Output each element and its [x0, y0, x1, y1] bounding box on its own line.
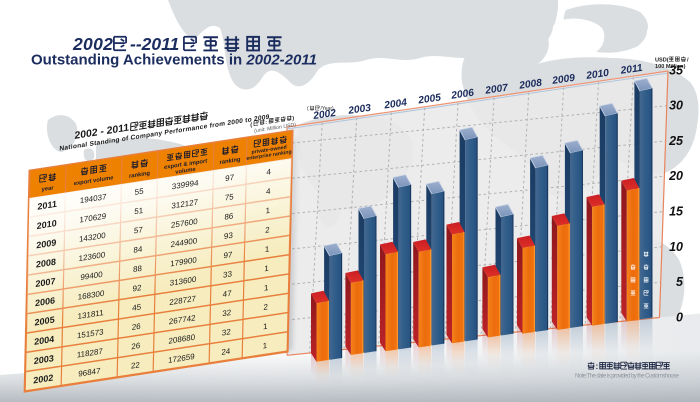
svg-text:86: 86 — [224, 211, 234, 221]
svg-text:2005: 2005 — [417, 92, 442, 106]
svg-text:33: 33 — [223, 269, 233, 279]
svg-text:(: ( — [250, 122, 252, 128]
svg-text:24: 24 — [221, 347, 231, 357]
svg-text:35: 35 — [669, 63, 684, 77]
svg-text:2005: 2005 — [35, 315, 55, 328]
svg-text:2010: 2010 — [585, 68, 610, 82]
svg-text:5: 5 — [676, 275, 684, 289]
svg-text:1: 1 — [263, 322, 268, 332]
svg-text::: : — [596, 362, 599, 371]
svg-text:1: 1 — [264, 283, 269, 293]
svg-text:244900: 244900 — [170, 236, 197, 249]
svg-text:): ) — [292, 116, 294, 122]
svg-text:/Year): /Year) — [321, 106, 334, 112]
svg-text:2004: 2004 — [34, 334, 54, 347]
svg-text:ranking: ranking — [129, 171, 150, 180]
svg-text:1: 1 — [264, 264, 269, 274]
svg-text:30: 30 — [669, 99, 683, 113]
svg-text:26: 26 — [132, 322, 142, 332]
svg-text:32: 32 — [222, 327, 232, 337]
svg-text:75: 75 — [225, 192, 235, 202]
svg-text:15: 15 — [669, 205, 684, 219]
svg-text:2008: 2008 — [36, 257, 56, 270]
svg-text:313600: 313600 — [170, 275, 197, 288]
svg-text:2006: 2006 — [35, 295, 55, 308]
svg-text:2: 2 — [263, 302, 268, 312]
svg-text:84: 84 — [133, 244, 143, 254]
svg-text:0: 0 — [676, 310, 683, 324]
svg-text:2004: 2004 — [383, 97, 408, 111]
svg-text:22: 22 — [131, 360, 141, 370]
svg-text:2002: 2002 — [33, 372, 53, 385]
svg-text:339994: 339994 — [172, 178, 199, 191]
svg-text:2011: 2011 — [37, 199, 57, 212]
svg-text:year: year — [42, 185, 55, 193]
svg-text:55: 55 — [135, 187, 145, 197]
svg-text:92: 92 — [133, 283, 143, 293]
svg-text:2: 2 — [265, 225, 270, 235]
svg-text:57: 57 — [134, 225, 144, 235]
svg-text:volume: volume — [175, 167, 196, 176]
svg-text:2007: 2007 — [35, 276, 55, 289]
svg-text:1: 1 — [265, 244, 270, 254]
svg-text:2007: 2007 — [484, 82, 510, 96]
svg-text:118287: 118287 — [77, 347, 104, 360]
svg-text:4: 4 — [266, 187, 271, 197]
svg-text:2003: 2003 — [34, 353, 54, 366]
svg-text:2009: 2009 — [551, 73, 576, 87]
svg-text:93: 93 — [224, 231, 234, 241]
svg-text:123600: 123600 — [78, 250, 105, 263]
svg-text::: : — [265, 120, 267, 126]
svg-text:47: 47 — [223, 289, 233, 299]
svg-text:(: ( — [307, 106, 309, 112]
svg-text:179900: 179900 — [170, 255, 197, 268]
svg-text:100 Million): 100 Million) — [655, 64, 686, 70]
svg-text:45: 45 — [132, 302, 142, 312]
svg-text:/: / — [687, 58, 689, 64]
svg-text:168300: 168300 — [78, 289, 105, 302]
svg-text:USD(: USD( — [655, 58, 669, 64]
svg-text:2003: 2003 — [347, 103, 372, 117]
svg-text:2002: 2002 — [72, 34, 113, 54]
svg-text:97: 97 — [223, 250, 233, 260]
svg-text:194037: 194037 — [80, 192, 107, 205]
svg-text:25: 25 — [668, 134, 684, 148]
svg-text:26: 26 — [131, 341, 141, 351]
svg-text:2010: 2010 — [37, 218, 57, 231]
svg-text:51: 51 — [134, 206, 144, 216]
svg-text:267742: 267742 — [169, 313, 196, 326]
svg-text:96847: 96847 — [78, 366, 101, 378]
svg-text:88: 88 — [133, 264, 143, 274]
svg-text:208680: 208680 — [168, 333, 195, 346]
svg-text:143200: 143200 — [79, 231, 106, 244]
svg-text:151573: 151573 — [77, 327, 104, 340]
svg-text:2011: 2011 — [619, 63, 644, 77]
svg-text:2002: 2002 — [312, 108, 337, 122]
svg-text:172659: 172659 — [168, 352, 195, 365]
svg-text:2008: 2008 — [518, 78, 543, 92]
svg-text:312127: 312127 — [171, 198, 198, 211]
svg-text:private-owned: private-owned — [252, 144, 287, 155]
svg-text:--2011: --2011 — [130, 34, 179, 54]
svg-text:20: 20 — [668, 169, 683, 183]
svg-text:2006: 2006 — [450, 88, 475, 102]
svg-text:Note:The date is provided by t: Note:The date is provided by the Customs… — [575, 374, 680, 380]
svg-text:257600: 257600 — [171, 217, 198, 230]
svg-text:2009: 2009 — [36, 237, 56, 250]
svg-text:32: 32 — [222, 308, 232, 318]
svg-text:1: 1 — [263, 341, 268, 351]
svg-text:99400: 99400 — [80, 270, 103, 282]
svg-text:10: 10 — [669, 240, 683, 254]
svg-text:97: 97 — [225, 173, 235, 183]
svg-text:131811: 131811 — [78, 308, 105, 321]
svg-text:ranking: ranking — [220, 157, 241, 166]
svg-text:4: 4 — [266, 167, 271, 177]
svg-text:1: 1 — [266, 206, 271, 216]
svg-text:Outstanding Achievements in 20: Outstanding Achievements in 2002-2011 — [31, 52, 317, 69]
svg-text:170629: 170629 — [79, 212, 106, 225]
svg-text:228727: 228727 — [169, 294, 196, 307]
